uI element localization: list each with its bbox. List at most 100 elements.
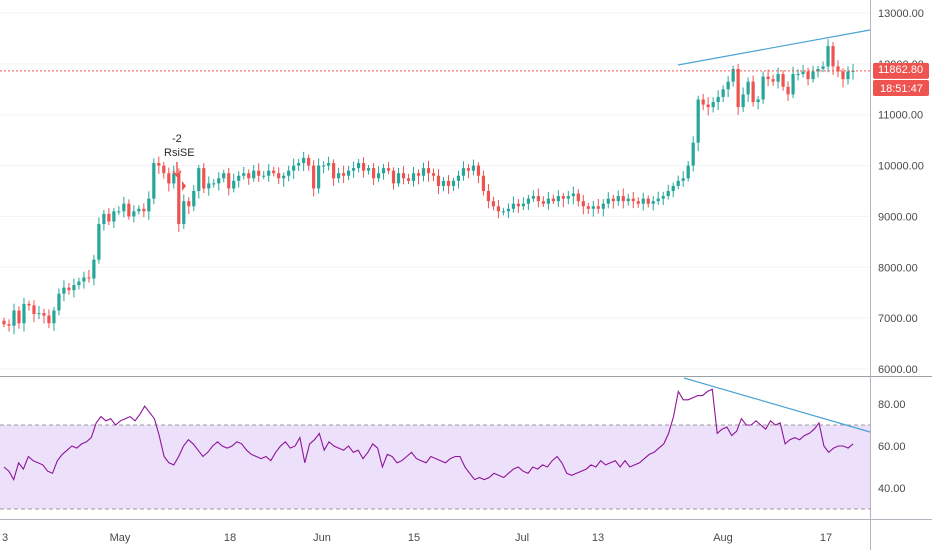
candle [516, 199, 520, 213]
candle [237, 171, 241, 188]
candle [826, 39, 830, 73]
candle [57, 288, 61, 316]
candle [546, 191, 550, 210]
candle [137, 205, 141, 215]
candle [82, 271, 86, 289]
candle [431, 168, 436, 182]
candle [177, 168, 181, 232]
candle [616, 190, 620, 206]
candle [491, 196, 496, 211]
candle [376, 166, 381, 183]
candle [511, 196, 515, 213]
candle [626, 193, 630, 206]
candle [621, 188, 625, 209]
candle [806, 67, 810, 86]
price-tick-label: 8000.00 [878, 262, 918, 274]
candle [741, 87, 745, 112]
candle [846, 66, 850, 85]
candle [841, 68, 845, 88]
candle [307, 154, 311, 171]
candle [386, 162, 391, 175]
candle [292, 158, 296, 179]
price-tick-label: 11000.00 [878, 110, 923, 122]
annotation-label: RsiSE [164, 147, 195, 159]
candle [526, 194, 530, 211]
candle [656, 191, 660, 205]
candle [771, 74, 775, 86]
candle [337, 167, 341, 183]
time-tick-label: 15 [408, 532, 420, 544]
countdown-tag: 18:51:47 [873, 80, 929, 96]
candle [551, 194, 555, 205]
candle [676, 175, 680, 190]
candle [746, 77, 750, 102]
candle [77, 277, 81, 290]
rsi-tick-label: 80.00 [878, 399, 906, 411]
time-tick-label: Aug [713, 532, 733, 544]
candle [391, 167, 396, 190]
candle [117, 206, 121, 215]
candle [561, 192, 565, 208]
candle [756, 96, 760, 110]
candle [102, 209, 106, 231]
candle [531, 190, 535, 203]
candle [361, 157, 366, 178]
candle [761, 71, 765, 104]
candle [396, 167, 401, 187]
rsi-band [0, 425, 870, 509]
candle [466, 163, 471, 179]
candle [107, 207, 111, 226]
candle [262, 170, 266, 180]
candle [576, 189, 580, 207]
candle [371, 163, 376, 185]
candle [601, 199, 605, 217]
candle [282, 172, 286, 187]
candle [317, 158, 321, 194]
flag-icon [182, 181, 186, 191]
candle [332, 159, 336, 186]
candle [661, 191, 665, 206]
candle [356, 159, 361, 173]
candle [651, 196, 655, 211]
candle [232, 173, 236, 193]
candle [411, 166, 416, 187]
candle [736, 63, 740, 115]
rsi-signal-annotation: -2 RsiSE [164, 133, 195, 191]
candle [811, 65, 815, 83]
rsi-tick-label: 60.00 [878, 441, 906, 453]
candle [72, 278, 76, 298]
candle [217, 172, 221, 191]
candle [496, 200, 501, 219]
candle [272, 166, 276, 177]
candle [776, 67, 780, 89]
candle [716, 90, 720, 111]
candle [671, 182, 675, 198]
candle [631, 191, 635, 209]
candle [167, 167, 171, 192]
candle [816, 65, 820, 78]
candle [836, 60, 840, 78]
rsi-trendline[interactable] [683, 377, 871, 433]
candle [476, 162, 481, 184]
candle [27, 300, 31, 311]
candle [302, 151, 306, 172]
candle [481, 170, 486, 196]
time-tick-label: 13 [592, 532, 604, 544]
price-trendline[interactable] [677, 29, 871, 66]
candle [781, 70, 785, 91]
candle [786, 81, 790, 102]
price-tick-label: 9000.00 [878, 211, 918, 223]
candle [366, 165, 371, 175]
rsi-line [3, 388, 854, 481]
candle [277, 167, 281, 185]
candle [436, 169, 441, 195]
candle [297, 158, 301, 172]
candle [127, 199, 131, 220]
time-tick-label: Jun [313, 532, 331, 544]
candle [416, 169, 421, 185]
candle [182, 194, 186, 230]
candle [142, 203, 146, 218]
countdown-label: 18:51:47 [880, 83, 923, 95]
